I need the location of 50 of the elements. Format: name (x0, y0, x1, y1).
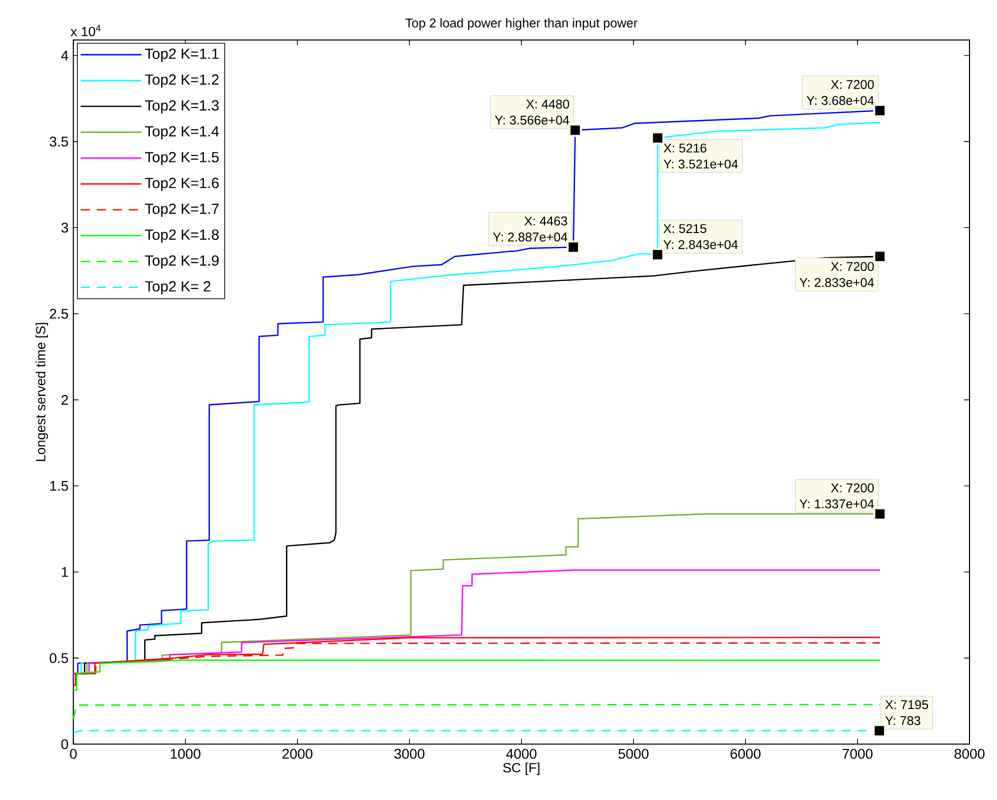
legend-label: Top2 K=1.5 (145, 152, 219, 166)
x-tick-label: 8000 (954, 748, 985, 759)
annotation: X: 5216 (664, 143, 706, 152)
y-tick-label: 4 (61, 50, 68, 60)
y-tick-label: 3 (61, 222, 68, 233)
x-tick-label: 2000 (282, 748, 312, 759)
line-series (72, 569, 881, 674)
y-tick-label: 1 (62, 567, 68, 577)
annotation: Y: 2.833e+04 (800, 278, 874, 287)
annotation: X: 7200 (830, 262, 874, 271)
legend-label: Top2 K= 2 (145, 281, 210, 294)
annotation: Y: 1.337e+04 (800, 499, 874, 508)
legend-label: Top2 K=1.7 (145, 204, 219, 217)
line-series (72, 659, 881, 691)
annotation: X: 7200 (830, 80, 874, 89)
y-tick-label: 0 (61, 739, 68, 750)
x-tick-label: 1000 (170, 748, 200, 759)
annotation: Y: 3.566e+04 (494, 116, 570, 125)
annotation: Y: 3.68e+04 (806, 96, 874, 105)
y-tick-label: 0.5 (50, 653, 68, 663)
y-tick-label: 1.5 (50, 480, 68, 491)
annotation: Y: 2.843e+04 (663, 240, 738, 250)
annotation: X: 7195 (885, 700, 928, 710)
annotation: Y: 3.521e+04 (664, 159, 738, 168)
legend-label: Top2 K=1.3 (145, 100, 219, 114)
annotation: Y: 2.887e+04 (492, 232, 568, 242)
y-axis-title: Longest served time [S] (36, 322, 48, 461)
x-axis-title: SC [F] (503, 762, 540, 775)
x-tick-label: 7000 (842, 748, 873, 759)
annotation: X: 7200 (830, 483, 874, 492)
y-tick-label: 3.5 (50, 136, 68, 146)
y-tick-label: 2 (62, 394, 68, 405)
legend-label: Top2 K=1.9 (145, 255, 219, 269)
x-tick-label: 0 (70, 748, 77, 759)
annotation: Y: 783 (885, 716, 920, 726)
text: x 10$^{4}$ (70, 24, 101, 36)
x-tick-label: 3000 (394, 748, 424, 759)
chart-title: Top 2 load power higher than input power (406, 18, 638, 30)
x-tick-label: 6000 (730, 748, 760, 759)
legend-label: Top2 K=1.6 (145, 178, 219, 191)
legend-label: Top2 K=1.8 (145, 229, 219, 243)
y-tick-label: 2.5 (50, 308, 68, 319)
legend-label: Top2 K=1.2 (145, 74, 219, 88)
x-tick-label: 5000 (618, 748, 648, 759)
x-tick-label: 4000 (506, 748, 536, 759)
annotation: X: 4480 (526, 100, 570, 109)
legend-label: Top2 K=1.1 (145, 48, 219, 62)
annotation: X: 4463 (524, 216, 568, 226)
annotation: X: 5215 (663, 224, 706, 234)
legend-label: Top2 K=1.4 (145, 126, 219, 140)
